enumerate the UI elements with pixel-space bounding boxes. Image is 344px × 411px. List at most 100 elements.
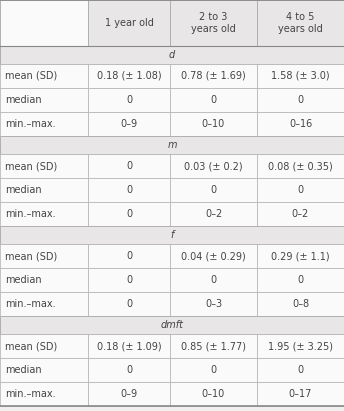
Text: 4 to 5
years old: 4 to 5 years old — [278, 12, 323, 34]
Bar — [88, 334, 170, 358]
Bar — [88, 112, 170, 136]
Bar — [170, 244, 257, 268]
Bar — [0, 88, 88, 112]
Text: min.–max.: min.–max. — [5, 299, 56, 309]
Text: 0.03 (± 0.2): 0.03 (± 0.2) — [184, 161, 243, 171]
Text: 0.18 (± 1.09): 0.18 (± 1.09) — [97, 341, 161, 351]
Bar — [0, 46, 344, 64]
Bar — [88, 292, 170, 316]
Text: 0: 0 — [126, 209, 132, 219]
Text: 0.04 (± 0.29): 0.04 (± 0.29) — [181, 251, 246, 261]
Text: 0–3: 0–3 — [205, 299, 222, 309]
Bar — [0, 382, 88, 406]
Text: d: d — [169, 50, 175, 60]
Text: 0–2: 0–2 — [205, 209, 222, 219]
Text: 0: 0 — [211, 365, 217, 375]
Bar — [170, 154, 257, 178]
Bar — [170, 382, 257, 406]
Bar — [257, 0, 344, 46]
Text: 0: 0 — [126, 299, 132, 309]
Text: 0: 0 — [211, 275, 217, 285]
Text: 0–17: 0–17 — [289, 389, 312, 399]
Text: 0: 0 — [298, 365, 303, 375]
Bar — [170, 88, 257, 112]
Text: mean (SD): mean (SD) — [5, 341, 57, 351]
Bar — [0, 334, 88, 358]
Text: mean (SD): mean (SD) — [5, 161, 57, 171]
Bar — [170, 0, 257, 46]
Bar — [88, 244, 170, 268]
Text: median: median — [5, 185, 42, 195]
Text: 0: 0 — [126, 365, 132, 375]
Text: 0: 0 — [298, 95, 303, 105]
Bar — [0, 316, 344, 334]
Bar — [170, 178, 257, 202]
Bar — [257, 202, 344, 226]
Bar — [170, 64, 257, 88]
Bar — [170, 334, 257, 358]
Text: dmft: dmft — [161, 320, 183, 330]
Bar — [0, 244, 88, 268]
Bar — [0, 226, 344, 244]
Bar — [88, 0, 170, 46]
Text: median: median — [5, 95, 42, 105]
Text: 1 year old: 1 year old — [105, 18, 153, 28]
Bar — [88, 64, 170, 88]
Text: mean (SD): mean (SD) — [5, 71, 57, 81]
Bar — [0, 292, 88, 316]
Text: min.–max.: min.–max. — [5, 389, 56, 399]
Bar — [0, 154, 88, 178]
Text: 0–8: 0–8 — [292, 299, 309, 309]
Text: 0: 0 — [126, 185, 132, 195]
Bar — [0, 268, 88, 292]
Text: 0.08 (± 0.35): 0.08 (± 0.35) — [268, 161, 333, 171]
Bar — [0, 202, 88, 226]
Bar — [88, 382, 170, 406]
Text: 0–9: 0–9 — [120, 389, 138, 399]
Text: m: m — [167, 140, 177, 150]
Text: 0.18 (± 1.08): 0.18 (± 1.08) — [97, 71, 161, 81]
Text: mean (SD): mean (SD) — [5, 251, 57, 261]
Text: 0: 0 — [211, 95, 217, 105]
Bar — [88, 154, 170, 178]
Text: 0: 0 — [126, 275, 132, 285]
Text: min.–max.: min.–max. — [5, 209, 56, 219]
Bar — [0, 0, 88, 46]
Text: 0.85 (± 1.77): 0.85 (± 1.77) — [181, 341, 246, 351]
Text: 1.58 (± 3.0): 1.58 (± 3.0) — [271, 71, 330, 81]
Bar — [88, 358, 170, 382]
Text: 0: 0 — [298, 275, 303, 285]
Bar — [88, 88, 170, 112]
Text: 0: 0 — [126, 161, 132, 171]
Bar — [0, 358, 88, 382]
Text: 0–16: 0–16 — [289, 119, 312, 129]
Text: 0–2: 0–2 — [292, 209, 309, 219]
Text: 0.78 (± 1.69): 0.78 (± 1.69) — [181, 71, 246, 81]
Text: min.–max.: min.–max. — [5, 119, 56, 129]
Text: 0–10: 0–10 — [202, 119, 225, 129]
Text: median: median — [5, 365, 42, 375]
Text: 0: 0 — [211, 185, 217, 195]
Bar — [257, 64, 344, 88]
Bar — [257, 112, 344, 136]
Bar — [170, 358, 257, 382]
Bar — [170, 268, 257, 292]
Text: 0–9: 0–9 — [120, 119, 138, 129]
Bar — [257, 358, 344, 382]
Bar — [0, 112, 88, 136]
Bar — [257, 178, 344, 202]
Text: 0: 0 — [126, 251, 132, 261]
Text: median: median — [5, 275, 42, 285]
Text: 0: 0 — [298, 185, 303, 195]
Bar — [0, 136, 344, 154]
Bar — [257, 292, 344, 316]
Bar — [0, 64, 88, 88]
Bar — [257, 334, 344, 358]
Bar — [257, 88, 344, 112]
Text: 0: 0 — [126, 95, 132, 105]
Bar — [88, 268, 170, 292]
Bar — [88, 202, 170, 226]
Bar — [257, 382, 344, 406]
Text: 1.95 (± 3.25): 1.95 (± 3.25) — [268, 341, 333, 351]
Bar — [88, 178, 170, 202]
